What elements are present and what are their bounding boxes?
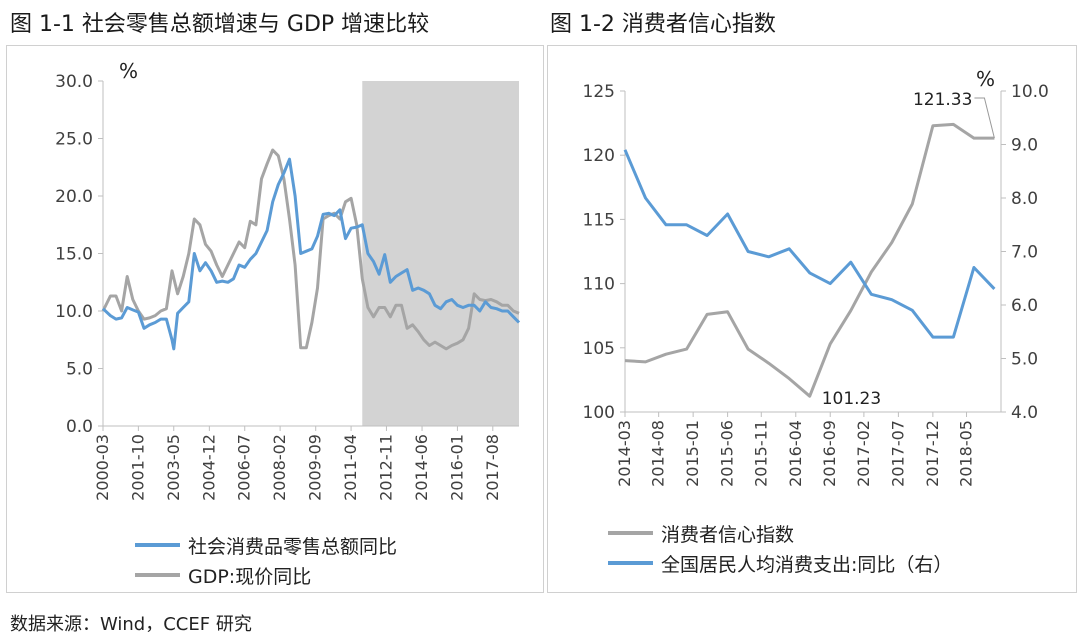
chart-panel-consumer-confidence: 100 105 110 115 120 125 4.0 5.0 6.0 7.0 8.0 9.0 10.0… <box>547 45 1077 593</box>
x-tick-label: 2016-09 <box>820 420 839 487</box>
right-y-tick-label: 10.0 <box>1011 82 1049 102</box>
legend-swatch-spending <box>608 561 653 565</box>
retail-gdp-chart: 0.0 5.0 10.0 15.0 20.0 25.0 30.0 % 2000-03 2001-1… <box>55 59 521 501</box>
chart2-legend: 消费者信心指数 全国居民人均消费支出:同比（右） <box>608 520 952 576</box>
x-tick-label: 2017-02 <box>854 420 873 487</box>
right-y-tick-label: 7.0 <box>1011 243 1038 263</box>
chart-panel-retail-vs-gdp: 0.0 5.0 10.0 15.0 20.0 25.0 30.0% 2000-03 2001-1… <box>6 45 544 593</box>
x-tick-label: 2014-08 <box>649 420 668 487</box>
chart1-legend: 社会消费品零售总额同比 GDP:现价同比 <box>135 532 397 588</box>
x-tick-label: 2012-11 <box>376 434 395 501</box>
x-tick-label: 2006-07 <box>235 434 254 501</box>
consumer-confidence-chart: 100 105 110 115 120 125 4.0 5.0 6.0 7.0 8.0 9.0 10.0… <box>583 67 1049 487</box>
figure-2-title: 图 1-2 消费者信心指数 <box>550 12 776 37</box>
unit-label: % <box>119 59 138 83</box>
left-y-tick-label: 125 <box>583 82 615 102</box>
series-line-confidence <box>624 122 995 398</box>
right-y-tick-label: 6.0 <box>1011 296 1038 316</box>
legend-item-retail: 社会消费品零售总额同比 <box>135 532 397 558</box>
annotation-max: 121.33 <box>913 90 972 110</box>
data-source-note: 数据来源：Wind，CCEF 研究 <box>10 614 252 635</box>
legend-swatch-retail <box>135 543 180 547</box>
x-tick-label: 2000-03 <box>93 434 112 501</box>
left-y-tick-label: 100 <box>583 403 615 423</box>
figure-1-title: 图 1-1 社会零售总额增速与 GDP 增速比较 <box>10 12 430 37</box>
x-tick-label: 2011-04 <box>341 434 360 501</box>
legend-item-gdp: GDP:现价同比 <box>135 562 397 588</box>
legend-label-retail: 社会消费品零售总额同比 <box>188 535 398 558</box>
y-tick-label: 10.0 <box>55 302 93 322</box>
x-tick-label: 2015-06 <box>718 420 737 487</box>
shaded-region <box>362 81 519 426</box>
y-tick-label: 20.0 <box>55 187 93 207</box>
right-y-tick-label: 8.0 <box>1011 189 1038 209</box>
left-y-tick-label: 105 <box>583 339 615 359</box>
x-tick-label: 2014-06 <box>412 434 431 501</box>
x-tick-label: 2001-10 <box>128 434 147 501</box>
x-tick-label: 2003-05 <box>164 434 183 501</box>
legend-swatch-confidence <box>608 531 653 535</box>
x-tick-label: 2015-11 <box>751 420 770 487</box>
x-tick-label: 2004-12 <box>199 434 218 501</box>
y-tick-label: 25.0 <box>55 130 93 150</box>
right-y-tick-label: 4.0 <box>1011 403 1038 423</box>
legend-label-confidence: 消费者信心指数 <box>661 523 795 546</box>
left-y-tick-label: 110 <box>583 275 615 295</box>
x-tick-label: 2017-08 <box>483 434 502 501</box>
x-tick-label: 2009-09 <box>306 434 325 501</box>
legend-label-gdp: GDP:现价同比 <box>188 565 312 588</box>
y-tick-label: 30.0 <box>55 72 93 92</box>
x-tick-label: 2017-12 <box>923 420 942 487</box>
x-tick-label: 2018-05 <box>957 420 976 487</box>
series-line-retail <box>101 157 521 351</box>
legend-item-confidence: 消费者信心指数 <box>608 520 952 546</box>
x-tick-label: 2016-04 <box>786 420 805 487</box>
y-tick-label: 5.0 <box>66 360 93 380</box>
series-line-gdp <box>101 148 520 351</box>
x-tick-label: 2015-01 <box>683 420 702 487</box>
annotation-leader-max <box>974 97 995 139</box>
x-tick-label: 2014-03 <box>615 420 634 487</box>
legend-swatch-gdp <box>135 573 180 577</box>
y-tick-label: 0.0 <box>66 417 93 437</box>
x-tick-label: 2008-02 <box>270 434 289 501</box>
y-tick-label: 15.0 <box>55 245 93 265</box>
annotation-min: 101.23 <box>822 389 881 409</box>
right-y-tick-label: 5.0 <box>1011 350 1038 370</box>
unit-label: % <box>976 67 995 91</box>
legend-label-spending: 全国居民人均消费支出:同比（右） <box>661 553 953 576</box>
x-tick-label: 2017-07 <box>888 420 907 487</box>
legend-item-spending: 全国居民人均消费支出:同比（右） <box>608 550 952 576</box>
left-y-tick-label: 120 <box>583 146 615 166</box>
left-y-tick-label: 115 <box>583 210 615 230</box>
x-tick-label: 2016-01 <box>447 434 466 501</box>
right-y-tick-label: 9.0 <box>1011 136 1038 156</box>
series-line-spending <box>623 149 996 339</box>
